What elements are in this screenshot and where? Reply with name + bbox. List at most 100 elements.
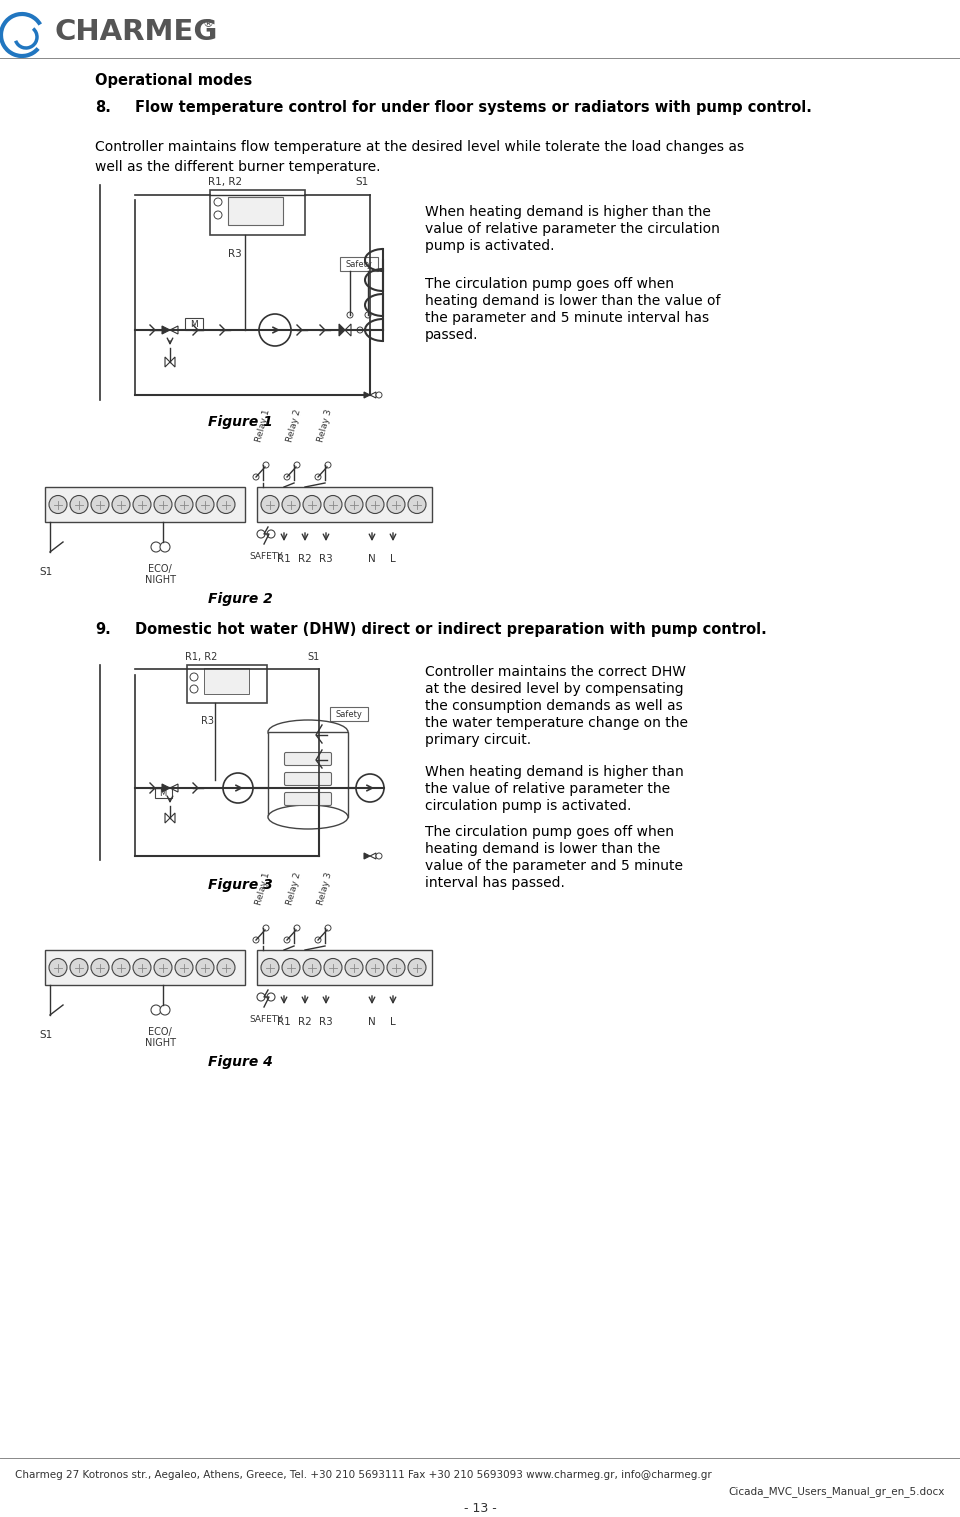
Text: passed.: passed. [425,328,478,341]
Bar [204,667,249,693]
Text: heating demand is lower than the value of: heating demand is lower than the value o… [425,294,721,308]
Circle shape [214,199,222,206]
Circle shape [267,994,275,1001]
Text: When heating demand is higher than the: When heating demand is higher than the [425,205,710,218]
Text: Flow temperature control for under floor systems or radiators with pump control.: Flow temperature control for under floor… [135,100,812,115]
Text: L: L [390,1016,396,1027]
Circle shape [376,391,382,397]
Text: circulation pump is activated.: circulation pump is activated. [425,799,632,813]
Circle shape [175,496,193,513]
Polygon shape [170,356,175,367]
Circle shape [325,463,331,469]
Text: Figure 3: Figure 3 [207,878,273,892]
Text: 9.: 9. [95,622,110,637]
Circle shape [261,959,279,977]
Text: Figure 4: Figure 4 [207,1054,273,1069]
Circle shape [357,328,363,334]
Circle shape [196,496,214,513]
Text: Cicada_MVC_Users_Manual_gr_en_5.docx: Cicada_MVC_Users_Manual_gr_en_5.docx [729,1487,945,1497]
Circle shape [284,938,290,944]
Polygon shape [162,784,170,792]
Polygon shape [170,813,175,824]
Circle shape [160,542,170,552]
Text: S1: S1 [307,652,320,661]
Text: primary circuit.: primary circuit. [425,733,531,746]
Text: Domestic hot water (DHW) direct or indirect preparation with pump control.: Domestic hot water (DHW) direct or indir… [135,622,767,637]
Bar [340,256,378,272]
Circle shape [154,959,172,977]
Text: Charmeg 27 Kotronos str., Aegaleo, Athens, Greece, Tel. +30 210 5693111 Fax +30 : Charmeg 27 Kotronos str., Aegaleo, Athen… [15,1470,711,1481]
Text: SAFETY: SAFETY [250,552,283,561]
Circle shape [263,925,269,931]
Circle shape [214,211,222,218]
Circle shape [91,496,109,513]
Circle shape [217,959,235,977]
Text: Relay 3: Relay 3 [316,408,334,443]
Circle shape [175,959,193,977]
Text: R3: R3 [228,249,242,259]
Text: Figure 2: Figure 2 [207,592,273,605]
Text: at the desired level by compensating: at the desired level by compensating [425,683,684,696]
Circle shape [196,959,214,977]
Circle shape [294,463,300,469]
Circle shape [315,938,321,944]
Text: Relay 1: Relay 1 [254,871,272,906]
Text: R2: R2 [299,554,312,564]
Text: When heating demand is higher than: When heating demand is higher than [425,765,684,780]
Polygon shape [370,391,376,397]
Text: SAFETY: SAFETY [250,1015,283,1024]
Text: interval has passed.: interval has passed. [425,875,564,890]
Polygon shape [165,356,170,367]
Circle shape [324,496,342,513]
Text: M: M [190,320,198,329]
Bar [155,787,172,798]
Circle shape [303,959,321,977]
Circle shape [387,959,405,977]
Bar [228,197,283,225]
Polygon shape [170,326,178,334]
Circle shape [49,496,67,513]
Circle shape [190,674,198,681]
Text: heating demand is lower than the: heating demand is lower than the [425,842,660,856]
Circle shape [257,994,265,1001]
Text: the consumption demands as well as: the consumption demands as well as [425,699,683,713]
Text: N: N [368,1016,376,1027]
Text: NIGHT: NIGHT [145,575,176,586]
Bar [257,487,432,522]
Circle shape [160,1004,170,1015]
Circle shape [303,496,321,513]
Circle shape [49,959,67,977]
Circle shape [324,959,342,977]
Polygon shape [364,853,370,859]
Text: Relay 3: Relay 3 [316,871,334,906]
Text: well as the different burner temperature.: well as the different burner temperature… [95,159,380,174]
Polygon shape [170,784,178,792]
Bar [45,950,245,985]
Text: R1, R2: R1, R2 [185,652,217,661]
Text: S1: S1 [355,177,369,187]
Polygon shape [364,391,370,397]
Bar [210,190,305,235]
Text: N: N [368,554,376,564]
Circle shape [408,959,426,977]
Circle shape [259,314,291,346]
Circle shape [263,463,269,469]
Circle shape [190,686,198,693]
Text: the parameter and 5 minute interval has: the parameter and 5 minute interval has [425,311,709,325]
Circle shape [387,496,405,513]
Text: R3: R3 [319,1016,333,1027]
Text: pump is activated.: pump is activated. [425,240,555,253]
Text: Controller maintains the correct DHW: Controller maintains the correct DHW [425,664,686,680]
Text: S1: S1 [39,567,53,576]
Circle shape [257,529,265,539]
Circle shape [133,496,151,513]
Circle shape [112,496,130,513]
Circle shape [253,473,259,479]
Polygon shape [162,326,170,334]
Circle shape [282,959,300,977]
Bar [187,664,267,702]
Polygon shape [339,325,345,335]
Text: Controller maintains flow temperature at the desired level while tolerate the lo: Controller maintains flow temperature at… [95,140,744,155]
FancyBboxPatch shape [284,792,331,806]
Text: 8.: 8. [95,100,110,115]
